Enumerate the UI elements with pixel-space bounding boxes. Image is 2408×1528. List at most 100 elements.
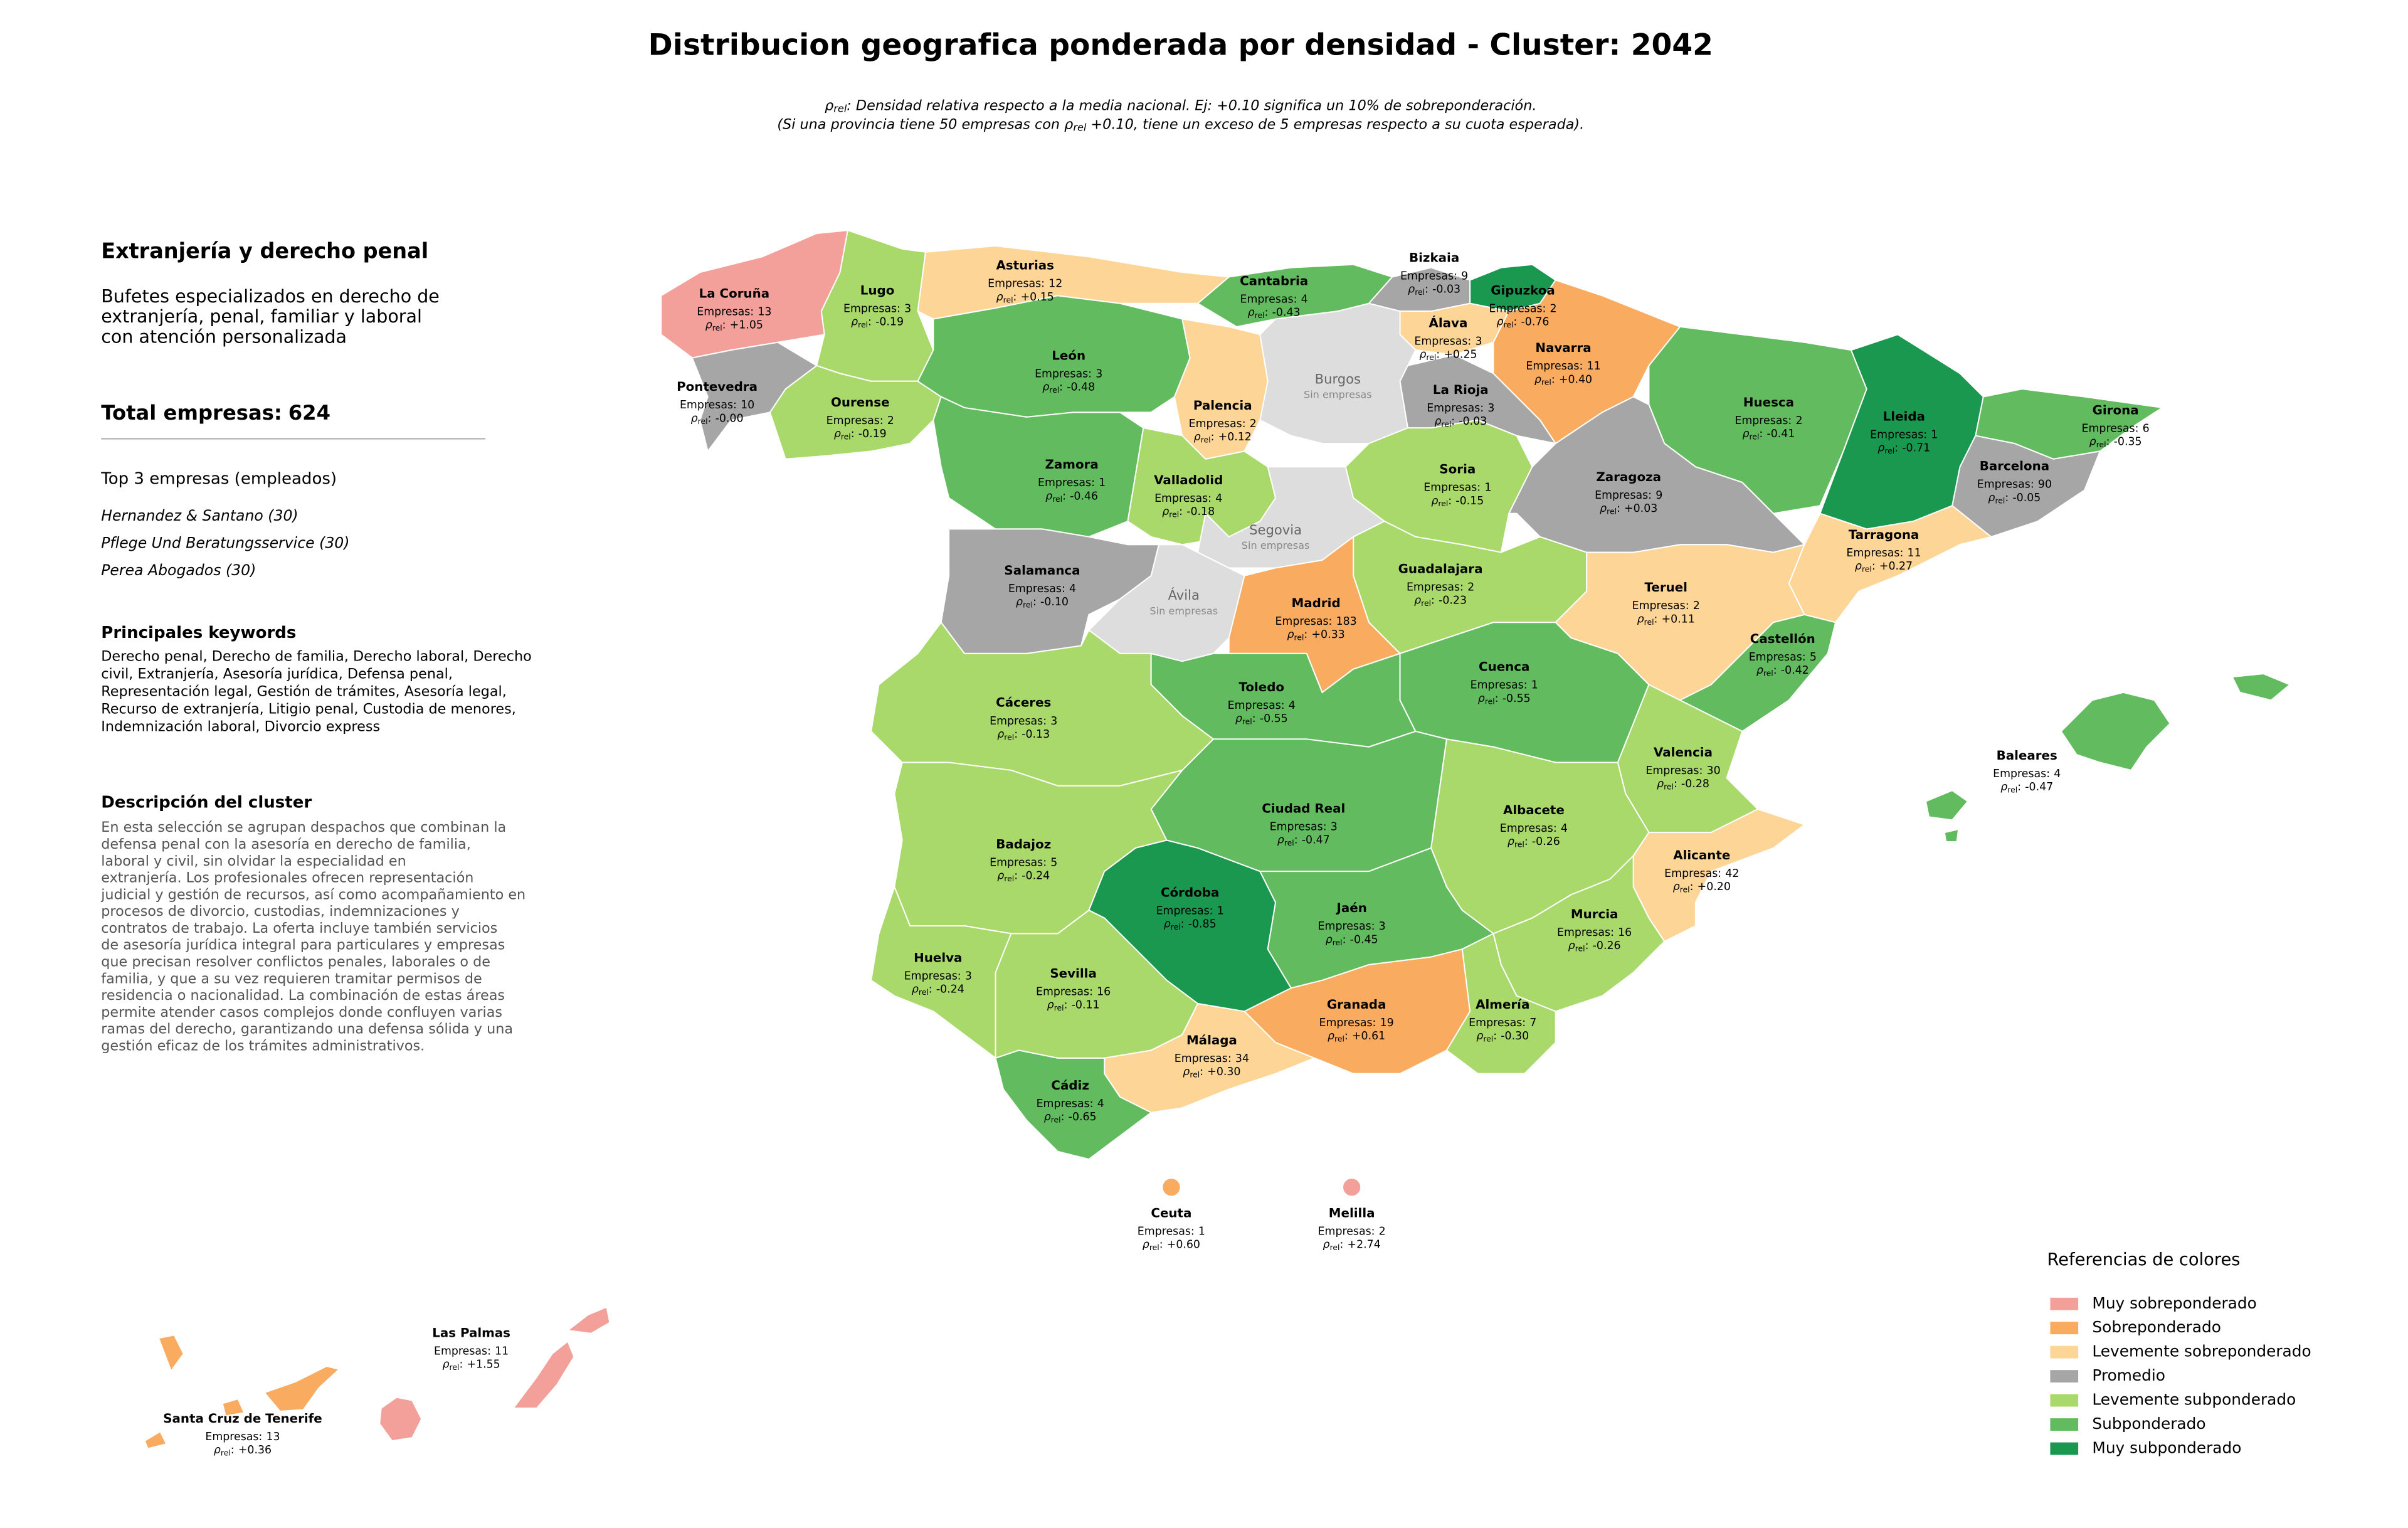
rho-value: -0.35 bbox=[2114, 436, 2142, 448]
rho-symbol: ρ bbox=[1568, 940, 1575, 952]
cluster-line: de asesoría jurídica integral para parti… bbox=[101, 937, 505, 953]
province-rho: ρrel: -0.85 bbox=[1164, 918, 1217, 931]
rho-subscript: rel bbox=[698, 416, 708, 425]
companies-label: Empresas: bbox=[1423, 482, 1481, 494]
rho-subscript: rel bbox=[1169, 509, 1179, 519]
province-name: Santa Cruz de Tenerife bbox=[163, 1411, 322, 1426]
rho-symbol: ρ bbox=[1508, 836, 1514, 848]
rho-subscript: rel bbox=[1483, 1034, 1493, 1043]
rho-subscript: rel bbox=[1680, 884, 1690, 894]
rho-subscript: rel bbox=[1004, 874, 1014, 883]
rho-colon: : bbox=[722, 319, 726, 331]
rho-subscript: rel bbox=[1862, 564, 1872, 573]
province-rho: ρrel: -0.65 bbox=[1044, 1111, 1097, 1124]
rho-symbol: ρ bbox=[1431, 495, 1438, 507]
companies-label: Empresas: bbox=[1008, 583, 1065, 595]
rho-colon: : bbox=[1872, 560, 1876, 573]
province-rho: ρrel: -0.24 bbox=[912, 984, 964, 997]
rho-value: -0.41 bbox=[1766, 428, 1795, 440]
province-rho: ρrel: +2.74 bbox=[1323, 1239, 1381, 1252]
companies-label: Empresas: bbox=[1632, 600, 1689, 612]
top-title: Top 3 empresas (empleados) bbox=[100, 470, 337, 489]
rho-colon: : bbox=[2005, 492, 2009, 504]
province-companies: Empresas: 10 bbox=[680, 399, 754, 411]
companies-value: 3 bbox=[965, 970, 972, 983]
top-company: Pflege Und Beratungsservice (30) bbox=[101, 534, 349, 551]
rho-value: -0.18 bbox=[1186, 506, 1215, 518]
companies-label: Empresas: bbox=[680, 399, 737, 411]
province-name: Badajoz bbox=[996, 837, 1051, 851]
rho-colon: : bbox=[1159, 1239, 1163, 1251]
companies-value: 11 bbox=[1587, 360, 1601, 373]
province-shape bbox=[769, 364, 942, 460]
rho-symbol: ρ bbox=[2089, 436, 2096, 448]
province-rho: ρrel: -0.05 bbox=[1988, 492, 2041, 505]
rho-symbol: ρ bbox=[1673, 881, 1680, 893]
rho-colon: : bbox=[1179, 506, 1183, 518]
rho-subscript: rel bbox=[1421, 598, 1431, 607]
province-name: Murcia bbox=[1571, 907, 1619, 921]
province-rho: ρrel: +0.15 bbox=[996, 291, 1054, 304]
province-companies: Empresas: 7 bbox=[1469, 1017, 1536, 1029]
rho-colon: : bbox=[868, 316, 872, 329]
province-companies: Empresas: 5 bbox=[990, 857, 1057, 869]
rho-colon: : bbox=[1343, 933, 1346, 946]
province-shape bbox=[2060, 691, 2171, 772]
province-rho: ρrel: -0.48 bbox=[1042, 381, 1095, 395]
companies-value: 4 bbox=[1289, 699, 1296, 712]
province-rho: ρrel: -0.55 bbox=[1235, 713, 1288, 726]
rho-colon: : bbox=[1294, 834, 1298, 847]
companies-label: Empresas: bbox=[988, 278, 1045, 290]
province-shape bbox=[932, 396, 1144, 538]
companies-value: 2 bbox=[1250, 418, 1257, 430]
rho-subscript: rel bbox=[2007, 785, 2017, 794]
province-companies: Empresas: 90 bbox=[1977, 479, 2052, 491]
rho-symbol: ρ bbox=[1743, 428, 1750, 440]
province-name: Melilla bbox=[1329, 1206, 1375, 1220]
province-companies: Empresas: 2 bbox=[1318, 1225, 1386, 1238]
province-rho: ρrel: -0.03 bbox=[1434, 415, 1487, 428]
rho-colon: : bbox=[1304, 629, 1307, 641]
rho-symbol: ρ bbox=[1326, 933, 1333, 946]
province-rho: ρrel: +0.11 bbox=[1637, 613, 1695, 626]
companies-label: Empresas: bbox=[1414, 336, 1471, 348]
province-name: Barcelona bbox=[1980, 459, 2049, 474]
province-companies: Empresas: 183 bbox=[1275, 615, 1356, 628]
rho-colon: : bbox=[1451, 415, 1455, 428]
rho-value: -0.10 bbox=[1040, 596, 1069, 608]
rho-value: -0.26 bbox=[1532, 836, 1560, 848]
rho-subscript: rel bbox=[1504, 319, 1514, 329]
province-shape bbox=[917, 295, 1191, 418]
legend-swatch bbox=[2050, 1297, 2079, 1310]
companies-value: 13 bbox=[266, 1431, 280, 1443]
companies-label: Empresas: bbox=[904, 970, 961, 983]
rho-colon: : bbox=[1894, 442, 1898, 454]
province-companies: Empresas: 11 bbox=[1526, 360, 1600, 373]
companies-value: 5 bbox=[1050, 857, 1057, 869]
rho-value: +0.60 bbox=[1167, 1239, 1200, 1251]
companies-label: Empresas: bbox=[1138, 1225, 1195, 1238]
companies-label: Empresas: bbox=[1471, 679, 1528, 692]
rho-value: +0.20 bbox=[1698, 881, 1731, 893]
rho-symbol: ρ bbox=[1600, 502, 1607, 515]
rho-subscript: rel bbox=[1884, 445, 1894, 455]
rho-symbol: ρ bbox=[1143, 1239, 1149, 1251]
companies-label: Empresas: bbox=[1400, 270, 1457, 282]
companies-value: 16 bbox=[1618, 926, 1632, 939]
rho-subscript: rel bbox=[450, 1362, 460, 1371]
rho-value: +0.27 bbox=[1879, 560, 1913, 573]
rho-subscript: rel bbox=[1441, 419, 1451, 428]
total-value: 624 bbox=[288, 401, 330, 425]
rho-symbol: ρ bbox=[1497, 316, 1504, 329]
province-rho: ρrel: -0.30 bbox=[1476, 1030, 1529, 1043]
rho-colon: : bbox=[1585, 940, 1589, 952]
province-rho: ρrel: +0.30 bbox=[1183, 1066, 1240, 1079]
companies-value: 1 bbox=[1931, 428, 1938, 441]
companies-label: Empresas: bbox=[434, 1345, 491, 1357]
province-name: Zaragoza bbox=[1596, 470, 1661, 484]
rho-value: -0.26 bbox=[1593, 940, 1621, 952]
province-companies: Empresas: 12 bbox=[988, 278, 1062, 290]
rho-colon: : bbox=[1551, 373, 1555, 386]
companies-label: Empresas: bbox=[1189, 418, 1246, 430]
